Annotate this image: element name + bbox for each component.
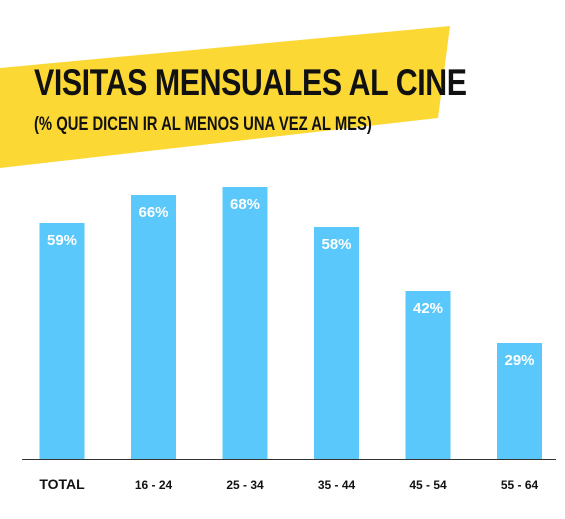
bar-value-label-3: 58% — [321, 236, 351, 253]
bar-0 — [39, 223, 85, 459]
x-tick-labels: TOTAL 16 - 24 25 - 34 35 - 44 45 - 54 55 - 64 — [39, 476, 538, 492]
banner-shape — [0, 26, 450, 168]
bar-2 — [222, 187, 268, 459]
x-tick-label-0: TOTAL — [39, 476, 85, 492]
bar-value-label-4: 42% — [413, 300, 443, 317]
bar-1 — [131, 195, 176, 459]
bar-value-label-1: 66% — [138, 204, 168, 221]
x-tick-label-2: 25 - 34 — [226, 478, 264, 492]
chart-title: VISITAS MENSUALES AL CINE — [34, 62, 467, 103]
bar-3 — [314, 227, 359, 459]
bar-value-label-5: 29% — [504, 352, 534, 369]
x-tick-label-5: 55 - 64 — [501, 478, 539, 492]
bar-5 — [497, 343, 542, 459]
x-tick-label-3: 35 - 44 — [318, 478, 356, 492]
bars-group: 59% 66% 68% 58% 42% 29% — [39, 187, 542, 459]
bar-value-label-0: 59% — [47, 232, 77, 249]
bar-4 — [405, 291, 451, 459]
x-tick-label-1: 16 - 24 — [135, 478, 173, 492]
x-tick-label-4: 45 - 54 — [409, 478, 447, 492]
bar-value-label-2: 68% — [230, 196, 260, 213]
chart-subtitle: (% QUE DICEN IR AL MENOS UNA VEZ AL MES) — [34, 114, 372, 135]
